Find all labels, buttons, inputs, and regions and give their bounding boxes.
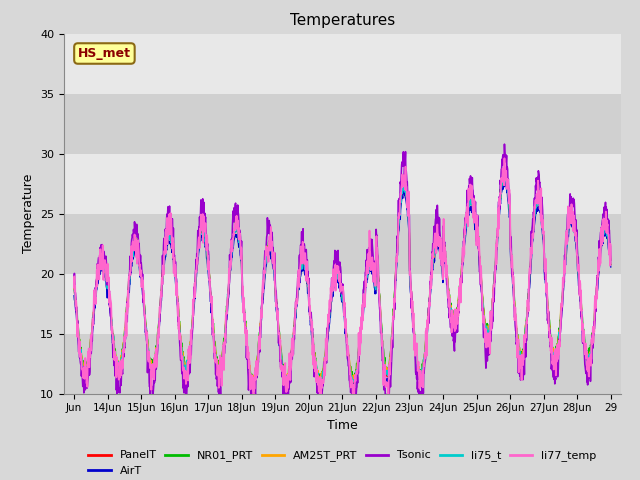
Tsonic (328, 288, 336, 294)
Bar (64, 334, 621, 394)
AM25T_PRT (70, 284, 78, 290)
Line: li75_t: li75_t (74, 172, 611, 384)
PanelT (469, 200, 477, 206)
li77_temp (349, 399, 357, 405)
PanelT (154, 333, 162, 339)
NR01_PRT (548, 343, 556, 348)
NR01_PRT (469, 199, 477, 204)
Tsonic (154, 337, 162, 343)
Tsonic (607, 257, 614, 263)
li75_t (501, 169, 509, 175)
Line: NR01_PRT: NR01_PRT (74, 169, 611, 383)
Line: AM25T_PRT: AM25T_PRT (74, 170, 611, 384)
li75_t (319, 372, 326, 378)
AM25T_PRT (548, 348, 556, 353)
Tsonic (319, 388, 326, 394)
AM25T_PRT (469, 198, 477, 204)
li77_temp (500, 156, 508, 161)
Tsonic (283, 404, 291, 409)
AM25T_PRT (600, 221, 608, 227)
AirT (316, 390, 324, 396)
Legend: PanelT, AirT, NR01_PRT, AM25T_PRT, Tsonic, li75_t, li77_temp: PanelT, AirT, NR01_PRT, AM25T_PRT, Tsoni… (84, 446, 601, 480)
AirT (600, 228, 608, 234)
PanelT (600, 223, 608, 229)
li75_t (70, 288, 78, 293)
li75_t (154, 334, 162, 339)
Line: li77_temp: li77_temp (74, 158, 611, 402)
NR01_PRT (70, 283, 78, 288)
NR01_PRT (319, 370, 326, 376)
li77_temp (318, 385, 326, 391)
Line: AirT: AirT (74, 180, 611, 393)
li75_t (328, 286, 336, 291)
li77_temp (607, 260, 614, 266)
NR01_PRT (607, 257, 614, 263)
Tsonic (500, 141, 508, 147)
Tsonic (469, 188, 477, 193)
PanelT (70, 286, 78, 291)
li75_t (600, 226, 608, 232)
AirT (319, 377, 326, 383)
li77_temp (600, 227, 608, 232)
Tsonic (548, 360, 556, 366)
AirT (500, 177, 508, 183)
AirT (469, 211, 477, 216)
AM25T_PRT (316, 381, 324, 386)
Title: Temperatures: Temperatures (290, 13, 395, 28)
NR01_PRT (501, 167, 509, 172)
Bar (64, 34, 621, 94)
li77_temp (469, 215, 477, 220)
AM25T_PRT (607, 257, 614, 263)
Line: PanelT: PanelT (74, 172, 611, 386)
AM25T_PRT (328, 284, 336, 289)
AM25T_PRT (154, 329, 162, 335)
PanelT (319, 373, 326, 379)
AirT (548, 351, 556, 357)
AM25T_PRT (319, 369, 326, 375)
X-axis label: Time: Time (327, 419, 358, 432)
NR01_PRT (328, 280, 336, 286)
Tsonic (70, 278, 78, 284)
PanelT (328, 284, 336, 289)
Text: HS_met: HS_met (78, 47, 131, 60)
PanelT (548, 346, 556, 352)
PanelT (501, 169, 509, 175)
Bar (64, 214, 621, 274)
NR01_PRT (316, 380, 324, 385)
PanelT (316, 384, 324, 389)
NR01_PRT (154, 329, 162, 335)
li77_temp (154, 341, 162, 347)
li75_t (282, 382, 290, 387)
li75_t (469, 201, 477, 207)
Bar (64, 94, 621, 154)
AirT (328, 291, 336, 297)
AM25T_PRT (501, 167, 509, 173)
AirT (607, 264, 614, 270)
li75_t (548, 346, 556, 352)
Line: Tsonic: Tsonic (74, 144, 611, 407)
li77_temp (548, 352, 556, 358)
NR01_PRT (600, 222, 608, 228)
Y-axis label: Temperature: Temperature (22, 174, 35, 253)
AirT (70, 293, 78, 299)
li75_t (607, 261, 614, 266)
li77_temp (70, 285, 78, 290)
Bar (64, 274, 621, 334)
Bar (64, 154, 621, 214)
Tsonic (600, 212, 608, 218)
PanelT (607, 262, 614, 267)
AirT (154, 338, 162, 344)
li77_temp (328, 287, 336, 292)
